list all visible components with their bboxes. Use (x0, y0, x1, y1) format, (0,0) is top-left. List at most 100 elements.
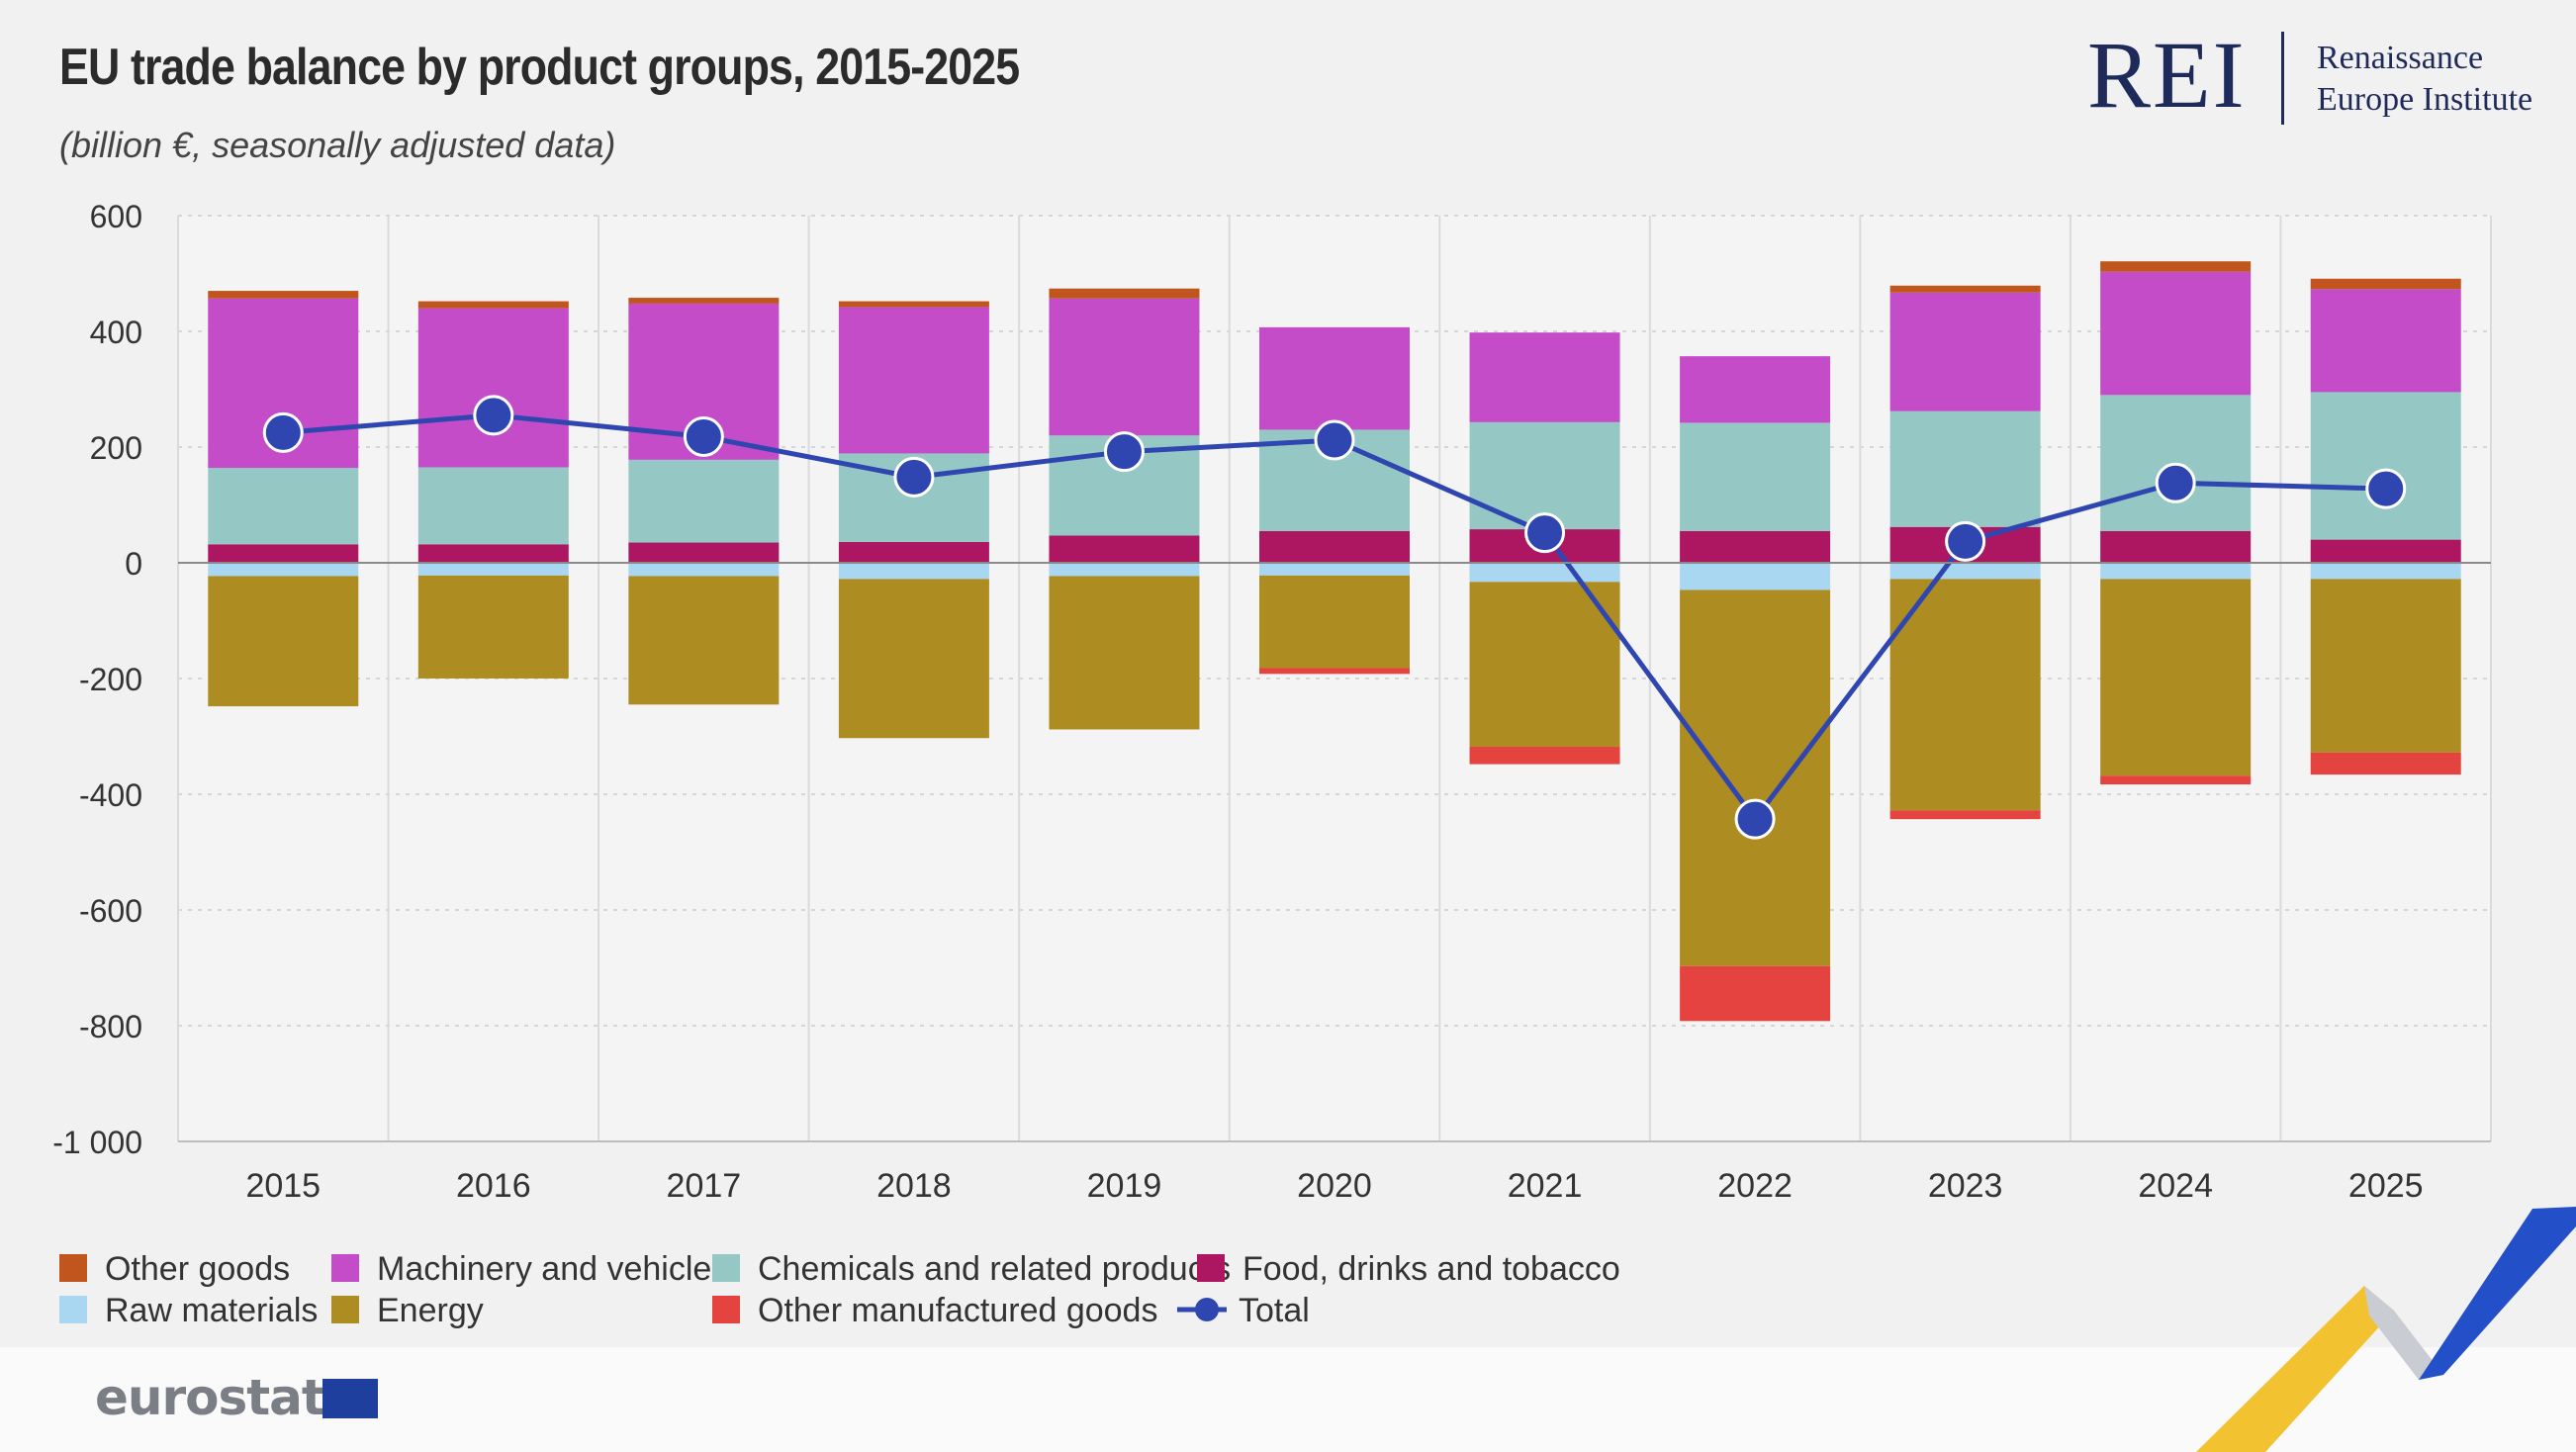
bar-segment-raw-materials-2024 (2100, 563, 2252, 580)
legend-swatch-food-drinks-and-tobacco (1197, 1254, 1225, 1282)
bar-segment-food-drinks-and-tobacco-2022 (1680, 530, 1831, 563)
total-point-2017 (683, 415, 724, 457)
x-tick-label: 2024 (2138, 1167, 2213, 1205)
x-tick-label: 2018 (876, 1167, 952, 1205)
legend-label-machinery-and-vehicles: Machinery and vehicles (377, 1250, 728, 1288)
x-tick-label: 2016 (456, 1167, 531, 1205)
total-point-2015 (262, 411, 304, 453)
bar-segment-chemicals-and-related-products-2016 (417, 467, 569, 545)
eurostat-logo: eurostat (95, 1369, 325, 1426)
legend-label-total: Total (1239, 1292, 1310, 1329)
y-tick-label: 400 (90, 315, 142, 350)
bar-segment-food-drinks-and-tobacco-2015 (208, 544, 359, 563)
y-tick-label: -800 (79, 1009, 142, 1044)
bar-segment-machinery-and-vehicles-2023 (1889, 292, 2041, 411)
total-point-2016 (473, 395, 514, 436)
y-tick-label: 200 (90, 430, 142, 466)
bar-segment-other-manufactured-goods-2022 (1680, 965, 1831, 1022)
bar-segment-energy-2025 (2310, 579, 2461, 753)
total-point-2022 (1734, 798, 1776, 840)
bar-segment-raw-materials-2019 (1049, 563, 1200, 577)
y-tick-label: -600 (79, 893, 142, 929)
x-tick-label: 2017 (667, 1167, 742, 1205)
legend-swatch-raw-materials (59, 1296, 87, 1323)
y-tick-label: -200 (79, 662, 142, 697)
bar-segment-other-goods-2017 (628, 298, 780, 304)
chart-title: EU trade balance by product groups, 2015… (59, 39, 1020, 96)
total-point-2023 (1945, 520, 1986, 562)
legend-label-raw-materials: Raw materials (105, 1292, 318, 1329)
total-point-2020 (1314, 419, 1355, 461)
legend-swatch-machinery-and-vehicles (331, 1254, 359, 1282)
footer-band (0, 1347, 2576, 1452)
bar-segment-food-drinks-and-tobacco-2018 (838, 541, 989, 563)
bar-segment-energy-2017 (628, 576, 780, 705)
bar-segment-chemicals-and-related-products-2022 (1680, 422, 1831, 531)
bar-segment-raw-materials-2023 (1889, 563, 2041, 580)
legend-label-other-manufactured-goods: Other manufactured goods (758, 1292, 1157, 1329)
y-tick-label: -400 (79, 777, 142, 813)
bar-segment-food-drinks-and-tobacco-2019 (1049, 535, 1200, 563)
bar-segment-other-goods-2016 (417, 301, 569, 309)
x-tick-label: 2023 (1928, 1167, 2003, 1205)
bar-segment-raw-materials-2025 (2310, 563, 2461, 580)
bar-segment-energy-2022 (1680, 590, 1831, 966)
axis-layer: 600 400 200 0 -200 -400 -600 -800 -1 000 2015 2016… (52, 199, 2491, 1205)
bar-segment-raw-materials-2020 (1259, 563, 1410, 576)
bar-segment-other-goods-2024 (2100, 261, 2252, 272)
bar-segment-machinery-and-vehicles-2021 (1469, 332, 1620, 422)
bar-segment-energy-2016 (417, 575, 569, 679)
total-point-2018 (893, 456, 935, 498)
bar-segment-chemicals-and-related-products-2017 (628, 459, 780, 543)
bar-segment-other-goods-2019 (1049, 288, 1200, 299)
eu-flag-icon (322, 1379, 378, 1418)
bar-segment-other-manufactured-goods-2023 (1889, 810, 2041, 820)
total-point-2019 (1103, 431, 1145, 473)
bar-segment-machinery-and-vehicles-2018 (838, 307, 989, 454)
y-tick-label: 0 (125, 546, 142, 582)
legend-label-food-drinks-and-tobacco: Food, drinks and tobacco (1242, 1250, 1620, 1288)
silver-arrow-shape (2364, 1286, 2443, 1380)
bar-segment-energy-2018 (838, 579, 989, 739)
bar-segment-chemicals-and-related-products-2015 (208, 468, 359, 545)
x-tick-label: 2022 (1717, 1167, 1793, 1205)
y-tick-label: -1 000 (52, 1125, 142, 1160)
bar-segment-food-drinks-and-tobacco-2025 (2310, 539, 2461, 563)
bar-segment-other-manufactured-goods-2024 (2100, 775, 2252, 785)
bar-segment-raw-materials-2017 (628, 563, 780, 577)
bar-segment-other-goods-2018 (838, 301, 989, 308)
bar-segment-other-goods-2015 (208, 291, 359, 299)
bar-segment-raw-materials-2018 (838, 563, 989, 580)
bar-segment-machinery-and-vehicles-2025 (2310, 289, 2461, 393)
bar-segment-energy-2024 (2100, 579, 2252, 776)
legend: Other goods Machinery and vehicles Chemica… (59, 1250, 1620, 1329)
legend-label-other-goods: Other goods (105, 1250, 290, 1288)
bar-segment-chemicals-and-related-products-2023 (1889, 410, 2041, 527)
total-point-2025 (2365, 468, 2407, 509)
bar-segment-chemicals-and-related-products-2025 (2310, 392, 2461, 540)
bar-segment-other-manufactured-goods-2025 (2310, 752, 2461, 775)
bar-segment-raw-materials-2022 (1680, 563, 1831, 590)
legend-label-energy: Energy (377, 1292, 484, 1329)
x-tick-label: 2020 (1297, 1167, 1372, 1205)
bar-segment-machinery-and-vehicles-2016 (417, 308, 569, 468)
bar-segment-raw-materials-2016 (417, 563, 569, 576)
bar-segment-food-drinks-and-tobacco-2024 (2100, 530, 2252, 563)
legend-label-chemicals-and-related-products: Chemicals and related products (758, 1250, 1231, 1288)
legend-swatch-chemicals-and-related-products (712, 1254, 740, 1282)
rei-logo-divider (2281, 32, 2284, 125)
legend-swatch-other-manufactured-goods (712, 1296, 740, 1323)
rei-logo-mark: REI (2087, 22, 2247, 128)
rei-logo-name-line2: Europe Institute (2317, 81, 2533, 118)
bar-segment-energy-2015 (208, 576, 359, 707)
bar-segment-machinery-and-vehicles-2019 (1049, 298, 1200, 436)
yellow-arrow-shape (2196, 1286, 2394, 1452)
decorative-arrow-graphic (2196, 1207, 2576, 1452)
legend-swatch-other-goods (59, 1254, 87, 1282)
bars-layer (208, 261, 2461, 1022)
bar-segment-other-manufactured-goods-2020 (1259, 668, 1410, 675)
chart-subtitle: (billion €, seasonally adjusted data) (59, 125, 616, 165)
bar-segment-energy-2021 (1469, 582, 1620, 748)
bar-segment-energy-2020 (1259, 575, 1410, 669)
